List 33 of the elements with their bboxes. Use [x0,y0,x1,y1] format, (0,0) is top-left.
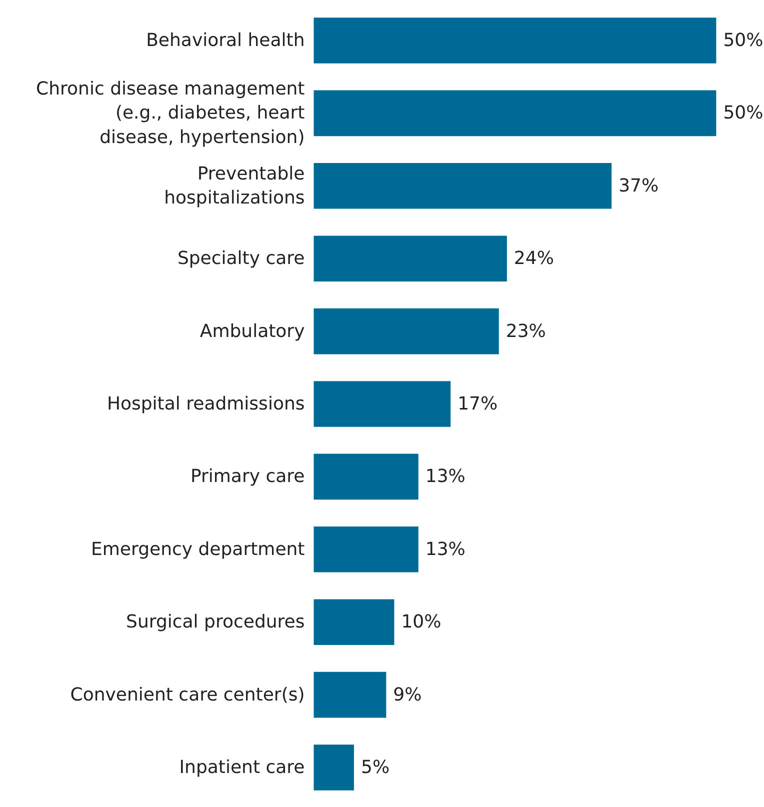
bar [314,18,716,64]
y-tick-label: Ambulatory [200,320,306,342]
data-label: 17% [458,394,498,414]
bar [314,454,418,500]
data-label: 23% [506,320,546,342]
y-tick-label: Specialty care [177,248,305,270]
data-label: 37% [618,175,659,196]
data-label: 13% [425,538,466,560]
data-label: 9% [393,684,422,706]
data-label: 24% [514,248,554,270]
y-tick-label: Hospital readmissions [106,394,305,414]
y-tick-label: Preventable hospitalizations [164,163,305,208]
bar [314,90,716,136]
bar [314,526,418,572]
y-tick-label: Surgical procedures [126,612,305,633]
data-label: 5% [360,757,390,778]
bar [314,672,386,718]
y-tick-label: Emergency department [91,538,305,560]
y-tick-label: Inpatient care [179,757,305,778]
y-tick-label: Chronic disease management (e.g., diabetes, heart disease, hypertension) [36,78,305,148]
y-tick-label: Behavioral health [146,30,305,51]
bar [314,599,394,646]
data-label: 10% [401,612,442,633]
data-label: 50% [723,30,764,51]
data-label: 50% [723,102,764,124]
y-tick-label: Convenient care center(s) [70,684,305,706]
bar [314,236,507,282]
bar [314,308,499,354]
bar [314,744,354,790]
bar [314,162,612,209]
bar [314,381,451,427]
y-tick-label: Primary care [190,466,305,488]
data-label: 13% [425,466,466,488]
